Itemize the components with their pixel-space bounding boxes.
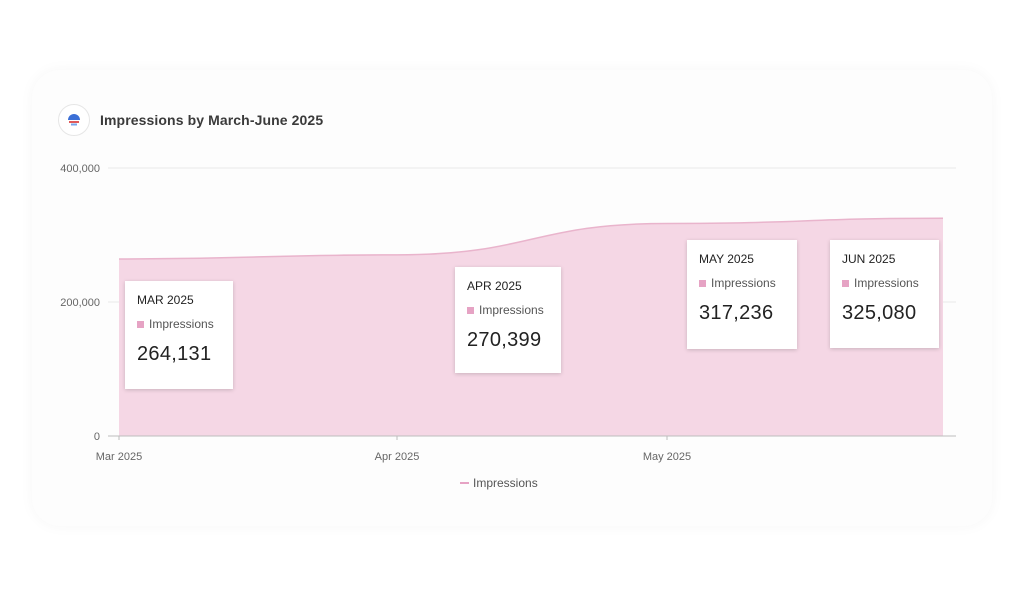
- tooltip-month: MAR 2025: [137, 293, 194, 307]
- tooltip-may-2025: MAY 2025 Impressions 317,236: [687, 240, 797, 349]
- app-logo-icon: [58, 104, 90, 136]
- line-impressions: [118, 217, 944, 260]
- y-tick-label: 0: [94, 431, 100, 443]
- tooltip-value: 270,399: [467, 329, 542, 351]
- tooltip-month: APR 2025: [467, 279, 522, 293]
- x-tick-label: Mar 2025: [96, 451, 142, 463]
- tooltip-series-label: Impressions: [854, 276, 919, 290]
- tooltip-series-label: Impressions: [149, 317, 214, 331]
- tooltip-series: Impressions: [467, 303, 549, 317]
- tooltip-apr-2025: APR 2025 Impressions 270,399: [455, 267, 561, 373]
- tooltip-value: 317,236: [699, 302, 774, 324]
- tooltip-value: 264,131: [137, 343, 212, 365]
- chart-title: Impressions by March-June 2025: [100, 112, 324, 128]
- tooltip-series: Impressions: [842, 276, 927, 290]
- tooltip-swatch: [699, 279, 706, 287]
- y-tick-label: 400,000: [60, 163, 100, 175]
- tooltip-mar-2025: MAR 2025 Impressions 264,131: [125, 281, 233, 389]
- tooltip-swatch: [467, 306, 474, 314]
- tooltip-series: Impressions: [699, 276, 785, 290]
- tooltip-month: MAY 2025: [699, 252, 754, 266]
- chart-legend[interactable]: Impressions: [460, 476, 538, 490]
- tooltip-series-label: Impressions: [479, 303, 544, 317]
- legend-swatch-impressions: [460, 482, 469, 484]
- x-tick-label: May 2025: [643, 451, 691, 463]
- x-tick-label: Apr 2025: [375, 451, 420, 463]
- tooltip-swatch: [137, 320, 144, 328]
- tooltip-jun-2025: JUN 2025 Impressions 325,080: [830, 240, 939, 348]
- tooltip-series-label: Impressions: [711, 276, 776, 290]
- chart-header: Impressions by March-June 2025: [58, 104, 323, 136]
- legend-label-impressions: Impressions: [473, 476, 538, 490]
- tooltip-value: 325,080: [842, 302, 917, 324]
- tooltip-swatch: [842, 279, 849, 287]
- tooltip-series: Impressions: [137, 317, 221, 331]
- tooltip-month: JUN 2025: [842, 252, 896, 266]
- y-tick-label: 200,000: [60, 297, 100, 309]
